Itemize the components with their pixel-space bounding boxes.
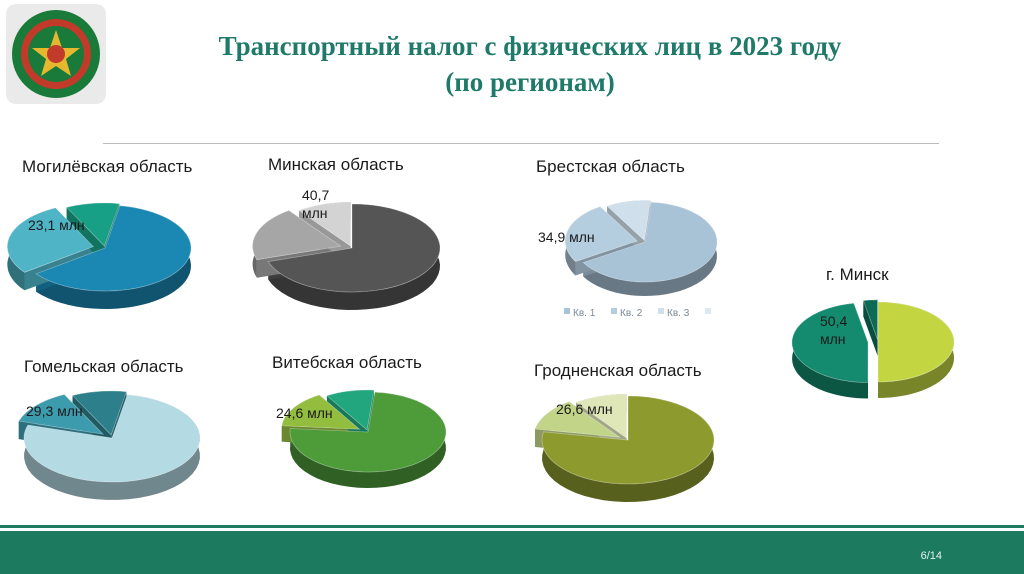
value-label-4-line-2: млн	[820, 331, 846, 347]
pie-7-slice-1	[541, 395, 715, 485]
legend-swatch-4	[705, 308, 711, 314]
pie-7-slice-2	[534, 401, 622, 438]
pie-3-slice-3	[606, 199, 652, 242]
value-label-5: 29,3 млн	[26, 403, 83, 419]
pie-5-slice-3	[71, 390, 127, 436]
pie-3-slice-2	[564, 206, 639, 262]
pie-5-slice-1	[23, 394, 201, 483]
footer-band	[0, 525, 1024, 574]
value-label-6: 24,6 млн	[276, 405, 333, 421]
value-label-3: 34,9 млн	[538, 229, 595, 245]
region-label-1: Могилёвская область	[22, 157, 193, 176]
pie-1-slice-2	[6, 207, 95, 273]
pie-2-slice-1	[267, 203, 441, 293]
legend-item-2: Кв. 2	[620, 308, 643, 319]
pie-1-slice-3	[65, 202, 120, 247]
legend-swatch-3	[658, 308, 664, 314]
region-label-4: г. Минск	[826, 265, 889, 284]
pie-6-slice-3	[326, 389, 375, 431]
region-label-5: Гомельская область	[24, 357, 184, 376]
legend-item-3: Кв. 3	[667, 308, 690, 319]
value-label-7: 26,6 млн	[556, 401, 613, 417]
value-label-4-line-1: 50,4	[820, 313, 847, 329]
region-label-2: Минская область	[268, 155, 404, 174]
pie-1-slice-3-wall-1	[66, 207, 105, 265]
emblem-logo	[6, 4, 106, 104]
pie-2-slice-2	[252, 210, 342, 261]
value-label-2-line-1: 40,7	[302, 187, 329, 203]
region-label-3: Брестская область	[536, 157, 685, 176]
title-line-1: Транспортный налог с физических лиц в 20…	[218, 31, 842, 61]
pie-7-slice-3	[575, 393, 628, 439]
value-label-2-line-2: млн	[302, 205, 328, 221]
pie-4-slice-3	[862, 299, 879, 341]
pie-6-slice-2	[281, 394, 361, 430]
legend-item-1: Кв. 1	[573, 308, 596, 319]
pie-5-slice-2	[18, 394, 105, 435]
pie-4-slice-1	[877, 301, 955, 383]
pie-3-slice-3-wall-1	[607, 206, 645, 255]
pie-2-slice-3	[298, 201, 352, 247]
page-number: 6/14	[920, 550, 942, 562]
value-label-1: 23,1 млн	[28, 217, 85, 233]
pie-6-slice-1	[289, 391, 447, 473]
pie-1-slice-1-side	[36, 205, 191, 309]
region-label-7: Гродненская область	[534, 361, 702, 380]
pie-4-slice-2	[791, 302, 869, 383]
region-label-6: Витебская область	[272, 353, 422, 372]
pie-3-slice-1	[582, 201, 718, 283]
legend-swatch-1	[564, 308, 570, 314]
title-line-2: (по регионам)	[445, 67, 615, 97]
divider	[103, 143, 939, 144]
page-title: Транспортный налог с физических лиц в 20…	[130, 28, 930, 100]
pie-1-slice-1	[35, 205, 192, 292]
pie-4-slice-3-wall-1	[863, 300, 878, 356]
legend-swatch-2	[611, 308, 617, 314]
